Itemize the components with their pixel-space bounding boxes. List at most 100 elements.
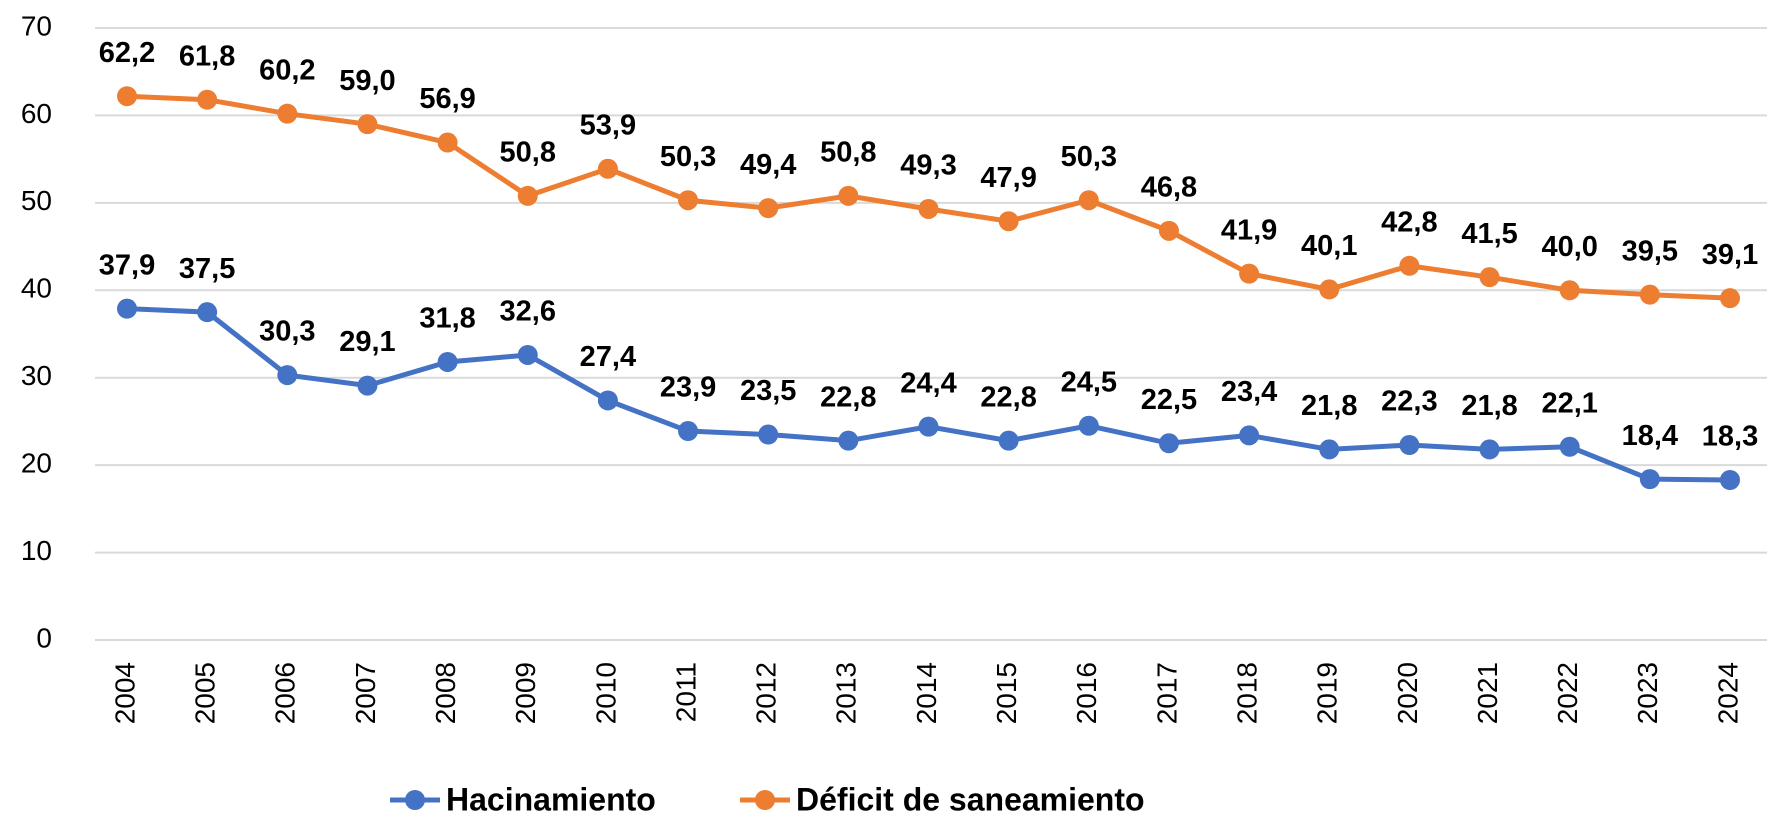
data-label: 49,3 bbox=[900, 150, 956, 182]
x-tick-label: 2016 bbox=[1071, 662, 1102, 724]
x-tick-label: 2010 bbox=[590, 662, 621, 724]
x-tick-label: 2023 bbox=[1632, 662, 1663, 724]
point bbox=[758, 424, 779, 445]
point bbox=[758, 198, 779, 219]
legend-marker bbox=[755, 790, 775, 810]
point bbox=[117, 298, 137, 319]
point bbox=[277, 365, 298, 386]
data-label: 30,3 bbox=[259, 316, 315, 348]
point bbox=[437, 132, 458, 153]
data-label: 50,3 bbox=[660, 141, 716, 173]
x-tick-label: 2017 bbox=[1151, 662, 1182, 724]
x-tick-label: 2011 bbox=[670, 662, 701, 722]
point bbox=[1479, 267, 1500, 288]
point bbox=[437, 351, 458, 372]
data-label: 22,8 bbox=[980, 381, 1036, 413]
legend-label: Hacinamiento bbox=[446, 781, 656, 817]
point bbox=[1158, 220, 1179, 241]
point bbox=[1559, 280, 1580, 301]
x-tick-label: 2024 bbox=[1712, 662, 1743, 724]
point bbox=[998, 211, 1019, 232]
x-tick-label: 2012 bbox=[751, 662, 782, 724]
point bbox=[918, 198, 939, 219]
point bbox=[838, 430, 859, 451]
point bbox=[1239, 425, 1260, 446]
point bbox=[918, 416, 939, 437]
data-label: 23,5 bbox=[740, 375, 796, 407]
point bbox=[678, 421, 699, 442]
x-tick-label: 2018 bbox=[1231, 662, 1262, 724]
data-label: 62,2 bbox=[99, 37, 155, 69]
point bbox=[1399, 255, 1420, 276]
y-tick-label: 10 bbox=[21, 535, 52, 566]
y-tick-label: 70 bbox=[21, 10, 52, 41]
data-label: 23,4 bbox=[1221, 376, 1277, 408]
data-label: 21,8 bbox=[1461, 390, 1517, 422]
data-label: 60,2 bbox=[259, 54, 315, 86]
point bbox=[1078, 415, 1099, 436]
data-label: 53,9 bbox=[580, 109, 636, 141]
x-tick-label: 2022 bbox=[1552, 662, 1583, 724]
data-label: 29,1 bbox=[339, 326, 395, 358]
point bbox=[1720, 470, 1740, 491]
data-label: 49,4 bbox=[740, 149, 796, 181]
x-tick-label: 2005 bbox=[190, 662, 221, 724]
point bbox=[678, 190, 699, 211]
point bbox=[357, 375, 378, 396]
data-label: 22,5 bbox=[1141, 384, 1197, 416]
data-label: 22,1 bbox=[1541, 387, 1597, 419]
point bbox=[1319, 279, 1340, 300]
data-label: 31,8 bbox=[419, 303, 475, 335]
point bbox=[1639, 284, 1660, 305]
data-label: 40,0 bbox=[1541, 231, 1597, 263]
data-label: 24,4 bbox=[900, 367, 956, 399]
data-label: 27,4 bbox=[580, 341, 636, 373]
x-tick-label: 2020 bbox=[1392, 662, 1423, 724]
data-label: 37,9 bbox=[99, 249, 155, 281]
legend-marker bbox=[405, 790, 425, 810]
point bbox=[1078, 190, 1099, 211]
data-label: 50,3 bbox=[1061, 141, 1117, 173]
legend-label: Déficit de saneamiento bbox=[796, 781, 1145, 817]
data-label: 37,5 bbox=[179, 253, 235, 285]
data-label: 50,8 bbox=[820, 137, 876, 169]
data-label: 47,9 bbox=[980, 162, 1036, 194]
point bbox=[1639, 469, 1660, 490]
y-tick-label: 40 bbox=[21, 273, 52, 304]
point bbox=[597, 158, 618, 179]
y-tick-label: 0 bbox=[36, 622, 52, 653]
point bbox=[597, 390, 618, 411]
point bbox=[197, 89, 218, 110]
data-label: 61,8 bbox=[179, 40, 235, 72]
x-tick-label: 2015 bbox=[991, 662, 1022, 724]
point bbox=[1399, 435, 1420, 456]
data-label: 18,3 bbox=[1702, 421, 1758, 453]
point bbox=[1158, 433, 1179, 454]
x-tick-label: 2009 bbox=[510, 662, 541, 724]
x-tick-label: 2004 bbox=[109, 662, 140, 724]
data-label: 21,8 bbox=[1301, 390, 1357, 422]
y-tick-label: 50 bbox=[21, 185, 52, 216]
y-tick-label: 20 bbox=[21, 448, 52, 479]
x-tick-label: 2007 bbox=[350, 662, 381, 724]
data-label: 24,5 bbox=[1061, 366, 1117, 398]
x-tick-label: 2019 bbox=[1312, 662, 1343, 724]
data-label: 50,8 bbox=[500, 137, 556, 169]
data-label: 41,9 bbox=[1221, 214, 1277, 246]
point bbox=[117, 86, 137, 107]
y-tick-label: 30 bbox=[21, 360, 52, 391]
data-label: 22,8 bbox=[820, 381, 876, 413]
x-tick-label: 2014 bbox=[911, 662, 942, 724]
data-label: 59,0 bbox=[339, 65, 395, 97]
point bbox=[1239, 263, 1260, 284]
point bbox=[197, 302, 218, 323]
y-tick-label: 60 bbox=[21, 98, 52, 129]
x-tick-label: 2013 bbox=[831, 662, 862, 724]
point bbox=[1559, 436, 1580, 457]
x-tick-label: 2008 bbox=[430, 662, 461, 724]
point bbox=[998, 430, 1019, 451]
point bbox=[517, 185, 538, 206]
data-label: 56,9 bbox=[419, 83, 475, 115]
point bbox=[838, 185, 859, 206]
data-label: 46,8 bbox=[1141, 171, 1197, 203]
